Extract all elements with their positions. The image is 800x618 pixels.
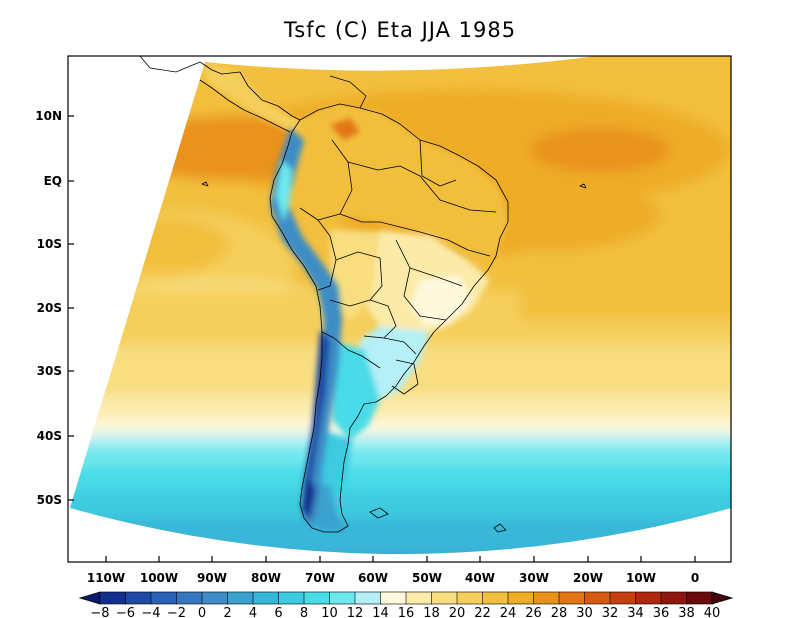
lon-label-80w: 80W — [251, 571, 281, 585]
lon-label-100w: 100W — [140, 571, 178, 585]
lon-label-40w: 40W — [465, 571, 495, 585]
longitude-labels: 110W 100W 90W 80W 70W 60W 50W 40W 30W 20… — [87, 571, 699, 585]
coastlines-borders — [199, 61, 587, 533]
colorbar-label: 20 — [449, 606, 466, 618]
colorbar-swatch — [686, 591, 713, 605]
lon-label-110w: 110W — [87, 571, 125, 585]
lon-label-20w: 20W — [573, 571, 603, 585]
colorbar-swatch — [405, 591, 433, 605]
colorbar-swatch — [150, 591, 178, 605]
colorbar-label: 38 — [678, 606, 695, 618]
colorbar-swatch — [584, 591, 611, 605]
colorbar-label: 22 — [474, 606, 491, 618]
colorbar-label: 2 — [223, 606, 231, 618]
lon-label-30w: 30W — [519, 571, 549, 585]
lat-label-50s: 50S — [37, 493, 62, 507]
colorbar-swatch — [431, 591, 458, 605]
colorbar-swatch — [303, 591, 331, 605]
latitude-axis — [68, 115, 74, 501]
colorbar-label: 40 — [704, 606, 721, 618]
colorbar-max-arrow — [711, 591, 734, 605]
lat-label-20s: 20S — [37, 301, 62, 315]
colorbar-label: −2 — [167, 606, 186, 618]
lon-label-70w: 70W — [305, 571, 335, 585]
colorbar-swatch — [635, 591, 662, 605]
colorbar-label: 28 — [551, 606, 568, 618]
colorbar-label: 6 — [274, 606, 282, 618]
colorbar-swatch — [176, 591, 203, 605]
colorbar-swatch — [558, 591, 586, 605]
colorbar-label: 26 — [525, 606, 542, 618]
colorbar-label: −6 — [116, 606, 135, 618]
lat-label-eq: EQ — [44, 174, 62, 188]
lat-label-40s: 40S — [37, 429, 62, 443]
colorbar-label: 30 — [576, 606, 593, 618]
colorbar-swatch — [99, 591, 127, 605]
latitude-labels: 10N EQ 10S 20S 30S 40S 50S — [35, 109, 62, 507]
colorbar-label: 8 — [300, 606, 308, 618]
plot-frame — [67, 55, 732, 563]
colorbar-swatch — [252, 591, 280, 605]
colorbar-swatch — [660, 591, 688, 605]
lat-label-10s: 10S — [37, 237, 62, 251]
colorbar-swatch — [227, 591, 254, 605]
temperature-field — [70, 56, 731, 554]
colorbar-swatch — [125, 591, 152, 605]
colorbar-label: 4 — [249, 606, 257, 618]
lat-label-30s: 30S — [37, 364, 62, 378]
lon-label-50w: 50W — [412, 571, 442, 585]
colorbar-label: 34 — [627, 606, 644, 618]
colorbar-label: 32 — [602, 606, 619, 618]
colorbar-label: −8 — [90, 606, 109, 618]
colorbar-swatch — [201, 591, 229, 605]
lon-label-10w: 10W — [626, 571, 656, 585]
colorbar-swatch — [278, 591, 305, 605]
lon-label-90w: 90W — [197, 571, 227, 585]
colorbar-swatch — [380, 591, 407, 605]
map-title: Tsfc (C) Eta JJA 1985 — [283, 18, 517, 42]
colorbar-label: 36 — [653, 606, 670, 618]
colorbar-swatch — [609, 591, 637, 605]
colorbar-label: 12 — [347, 606, 364, 618]
colorbar-swatch — [456, 591, 484, 605]
colorbar: −8 −6 −4 −2 0 2 4 6 8 10 12 14 16 18 20 22 24 26 28 30 32 34 3… — [78, 591, 734, 618]
colorbar-min-arrow — [78, 591, 101, 605]
colorbar-label: −4 — [141, 606, 160, 618]
colorbar-label: 0 — [198, 606, 206, 618]
lon-label-0: 0 — [691, 571, 699, 585]
colorbar-label: 18 — [423, 606, 440, 618]
lat-label-10n: 10N — [35, 109, 62, 123]
colorbar-swatch — [533, 591, 560, 605]
longitude-axis — [105, 556, 696, 562]
colorbar-swatch — [482, 591, 509, 605]
colorbar-swatch — [329, 591, 356, 605]
colorbar-label: 14 — [372, 606, 389, 618]
colorbar-swatch — [354, 591, 382, 605]
colorbar-label: 24 — [500, 606, 517, 618]
colorbar-label: 10 — [321, 606, 338, 618]
colorbar-swatch — [507, 591, 535, 605]
lon-label-60w: 60W — [358, 571, 388, 585]
colorbar-label: 16 — [398, 606, 415, 618]
